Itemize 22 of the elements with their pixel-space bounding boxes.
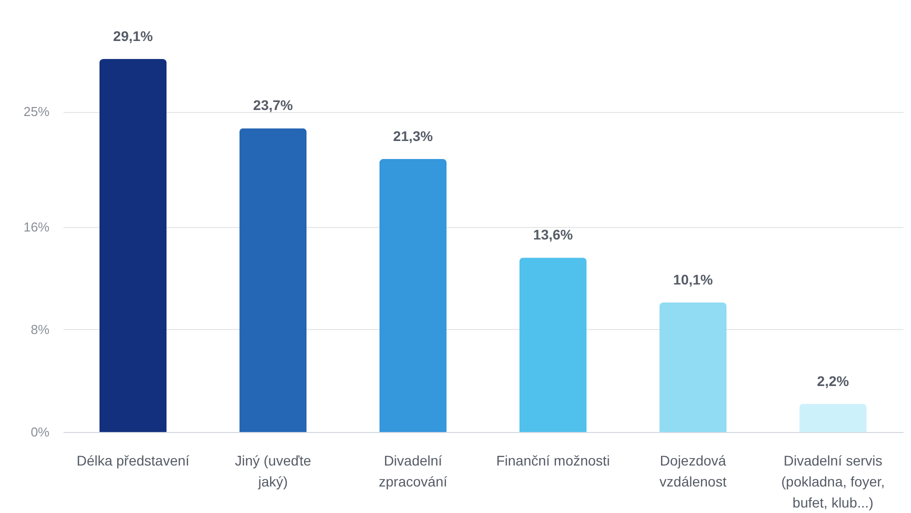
data-label: 23,7% xyxy=(253,97,294,114)
y-tick-label: 8% xyxy=(30,322,50,337)
bar xyxy=(379,158,447,432)
x-tick-label: Délka představení xyxy=(76,452,190,468)
x-tick-label: Dojezdová vzdálenost xyxy=(660,452,727,490)
y-tick-label: 25% xyxy=(23,104,50,120)
data-label: 2,2% xyxy=(817,372,850,389)
bar xyxy=(99,59,167,432)
x-tick-label: Divadelní servis (pokladna, foyer, bufet, klub...) xyxy=(781,452,885,510)
bar xyxy=(519,258,587,432)
data-label: 29,1% xyxy=(113,28,154,44)
x-tick-label: Divadelní zpracování xyxy=(378,452,448,490)
y-tick-label: 0% xyxy=(30,424,50,440)
data-label: 13,6% xyxy=(533,226,574,243)
y-tick-label: 16% xyxy=(23,219,50,234)
bar xyxy=(799,404,867,432)
x-tick-label: Finanční možnosti xyxy=(496,452,610,468)
data-label: 21,3% xyxy=(393,128,434,144)
bar xyxy=(659,302,727,432)
x-tick-label: Jiný (uveďte jaký) xyxy=(234,452,312,490)
bar xyxy=(239,128,307,432)
data-label: 10,1% xyxy=(673,272,714,288)
